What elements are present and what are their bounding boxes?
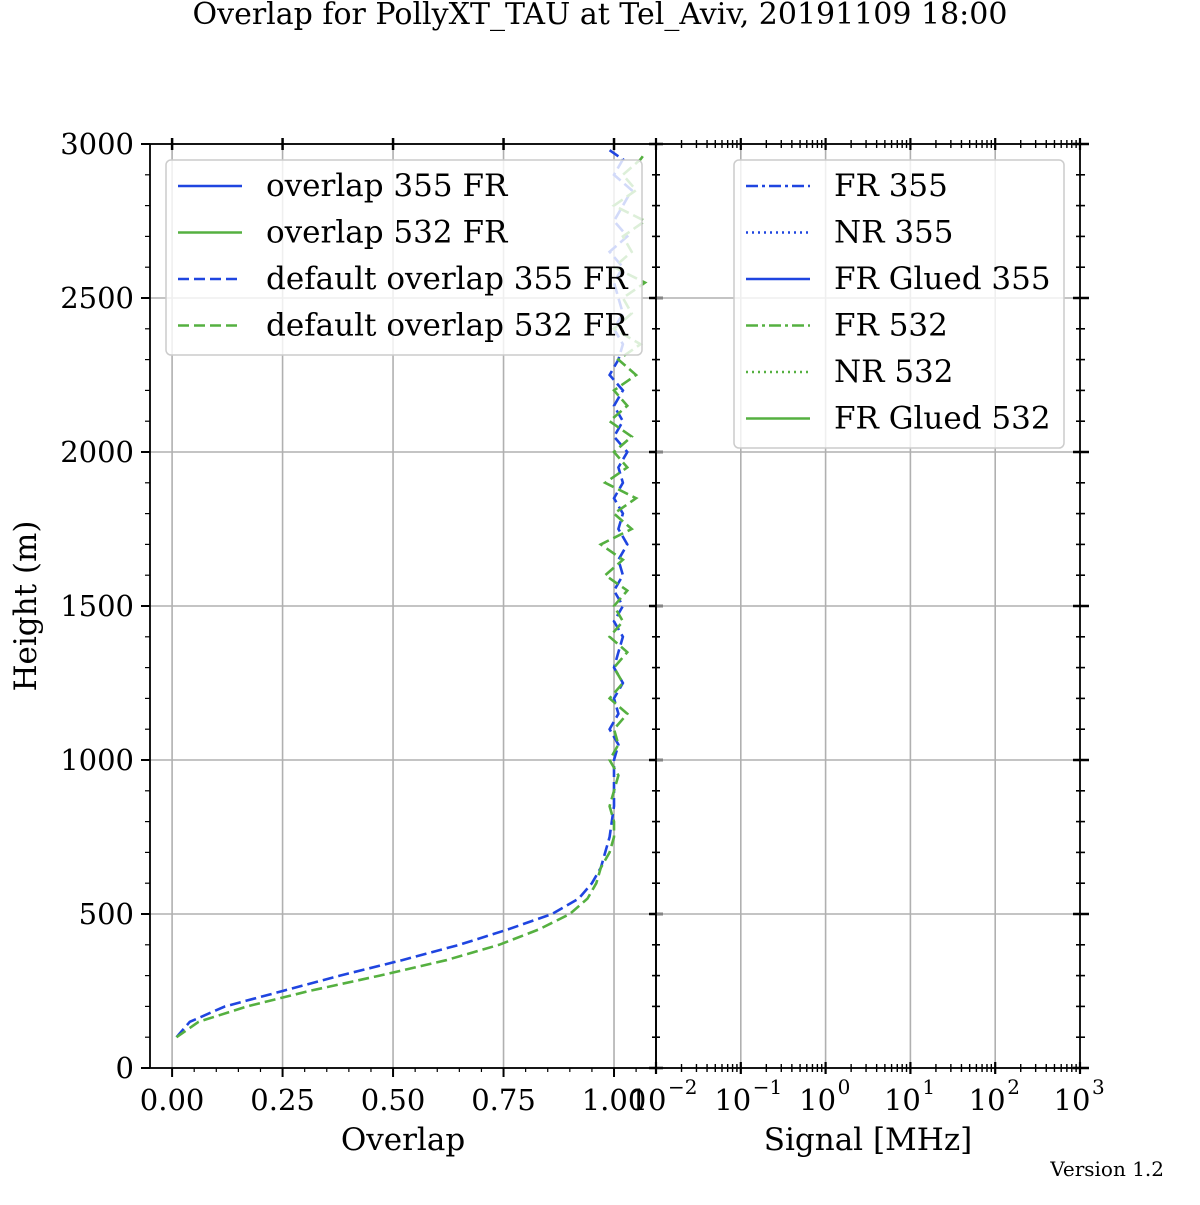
- right-xtick-exponent: 0: [838, 1075, 851, 1099]
- right-xtick-exponent: 1: [922, 1075, 935, 1099]
- left-ytick-label: 3000: [60, 127, 134, 161]
- right-xtick-label: 10: [969, 1083, 1006, 1117]
- right-legend-label-1: FR 355: [834, 168, 948, 204]
- left-legend-label-4: default overlap 532 FR: [266, 308, 629, 344]
- left-ytick-label: 0: [116, 1051, 134, 1085]
- left-legend-label-2: overlap 532 FR: [266, 215, 509, 251]
- right-xtick-label: 10: [630, 1083, 667, 1117]
- left-xlabel: Overlap: [341, 1122, 465, 1158]
- right-xlabel: Signal [MHz]: [764, 1122, 973, 1158]
- left-legend-label-1: overlap 355 FR: [266, 168, 509, 204]
- right-xtick-label: 10: [884, 1083, 921, 1117]
- left-xtick-label: 0.25: [250, 1083, 315, 1117]
- right-legend-label-3: FR Glued 355: [834, 261, 1051, 297]
- left-ytick-label: 1000: [60, 743, 134, 777]
- left-xtick-label: 0.00: [140, 1083, 205, 1117]
- right-xtick-exponent: 2: [1007, 1075, 1020, 1099]
- left-ylabel: Height (m): [8, 521, 44, 692]
- right-legend-label-2: NR 355: [834, 215, 954, 251]
- right-panel-signal: 10 −2 10 −1 10 0 10 1 10 2 10 3 Signal [MHz] FR 355…: [630, 138, 1105, 1158]
- left-panel-overlap: 0.00 0.25 0.50 0.75 1.00 0 500 1000 1500 2000 2500…: [8, 127, 663, 1158]
- right-legend-label-4: FR 532: [834, 308, 948, 344]
- right-xtick-exponent: −2: [668, 1075, 697, 1099]
- right-ticks: 10 −2 10 −1 10 0 10 1 10 2 10 3: [630, 138, 1105, 1117]
- right-legend-label-6: FR Glued 532: [834, 401, 1051, 437]
- right-xtick-label: 10: [799, 1083, 836, 1117]
- right-legend-label-5: NR 532: [834, 354, 954, 390]
- left-xtick-label: 1.00: [582, 1083, 647, 1117]
- left-legend: overlap 355 FR overlap 532 FR default over…: [165, 159, 643, 356]
- left-xtick-label: 0.50: [361, 1083, 426, 1117]
- right-xtick-exponent: 3: [1092, 1075, 1105, 1099]
- right-xtick-exponent: −1: [753, 1075, 782, 1099]
- left-ytick-label: 500: [79, 897, 134, 931]
- right-xtick-label: 10: [714, 1083, 751, 1117]
- left-xtick-label: 0.75: [471, 1083, 536, 1117]
- left-ytick-label: 2500: [60, 281, 134, 315]
- left-legend-label-3: default overlap 355 FR: [266, 261, 629, 297]
- figure-title: Overlap for PollyXT_TAU at Tel_Aviv, 201…: [193, 0, 1008, 32]
- left-legend-box: [165, 159, 643, 356]
- left-ytick-label: 2000: [60, 435, 134, 469]
- version-label: Version 1.2: [1049, 1157, 1164, 1181]
- right-legend-box: [733, 159, 1065, 449]
- right-xtick-label: 10: [1054, 1083, 1091, 1117]
- right-legend: FR 355 NR 355 FR Glued 355 FR 532 NR 532 FR G…: [733, 159, 1065, 449]
- left-ytick-label: 1500: [60, 589, 134, 623]
